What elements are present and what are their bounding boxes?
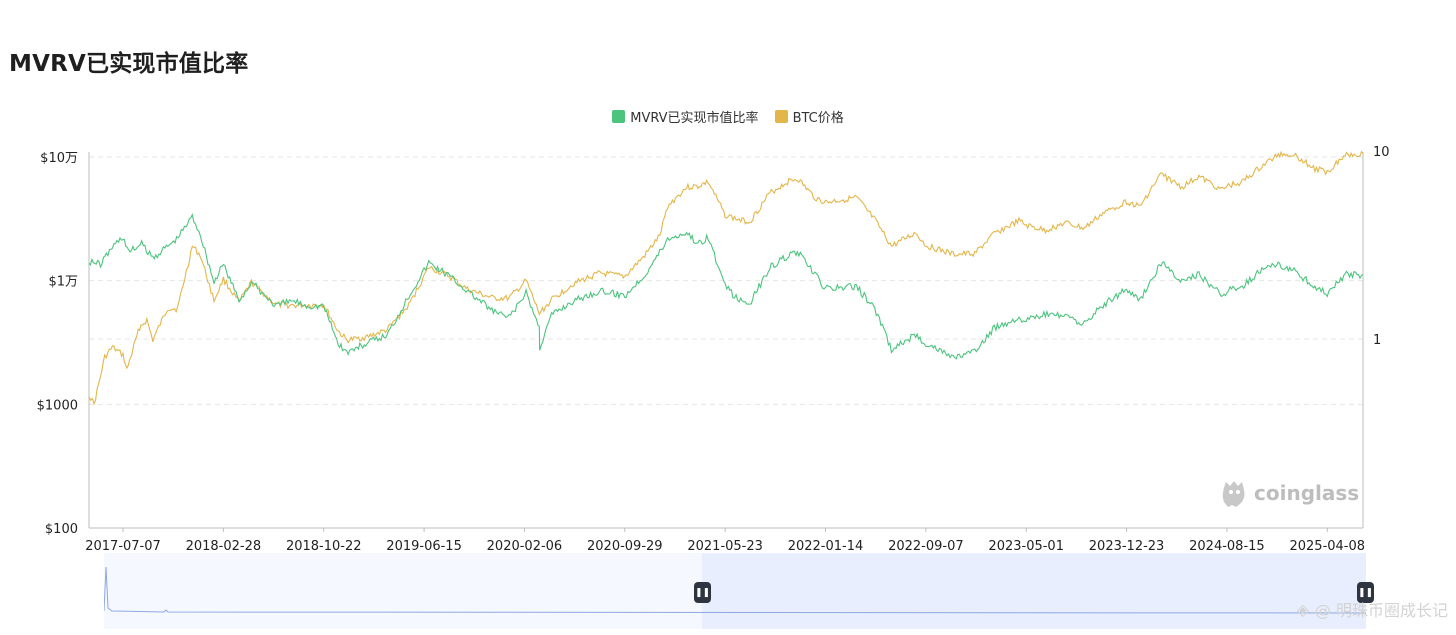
chart-legend: MVRV已实现市值比率 BTC价格 [0,107,1456,126]
watermark-text: coinglass [1254,481,1360,505]
x-tick-label: 2023-12-23 [1089,539,1165,554]
x-tick-label: 2018-10-22 [286,539,362,554]
x-tick-label: 2018-02-28 [186,539,262,554]
legend-swatch-btc-price [774,110,788,123]
x-tick-label: 2024-08-15 [1189,539,1265,554]
x-tick-label: 2019-06-15 [386,539,462,554]
y-left-tick-label: $1000 [37,398,78,413]
page-title: MVRV已实现市值比率 [9,51,249,77]
footer-watermark: ◈ @ 明珠币圈成长记 [1297,597,1448,621]
legend-item-btc-price[interactable]: BTC价格 [774,107,844,126]
x-tick-label: 2020-09-29 [587,539,663,554]
legend-label-mvrv: MVRV已实现市值比率 [630,111,759,126]
range-navigator[interactable]: ❚❚ ❚❚ [104,553,1374,629]
coinglass-logo-icon [1222,481,1245,507]
x-tick-label: 2022-01-14 [788,539,864,554]
x-tick-label: 2023-05-01 [988,539,1064,554]
navigator-preview [104,553,1366,629]
y-right-tick-label: 10 [1373,145,1390,160]
y-left-tick-label: $10万 [40,151,78,166]
coinglass-watermark: coinglass [1220,478,1359,508]
legend-label-btc-price: BTC价格 [792,111,844,126]
y-left-tick-label: $100 [45,522,78,537]
x-tick-label: 2025-04-08 [1289,539,1365,554]
x-tick-label: 2020-02-06 [487,539,563,554]
y-left-tick-label: $1万 [48,275,78,290]
legend-item-mvrv[interactable]: MVRV已实现市值比率 [612,107,759,126]
x-tick-label: 2022-09-07 [888,539,964,554]
series-line-mvrv [88,212,1364,360]
diamond-icon: ◈ [1296,599,1309,619]
x-tick-label: 2017-07-07 [85,539,161,554]
navigator-right-handle[interactable]: ❚❚ [1357,582,1374,603]
navigator-left-handle[interactable]: ❚❚ [694,582,711,603]
x-tick-label: 2021-05-23 [687,539,763,554]
y-right-tick-label: 1 [1373,333,1381,348]
footer-watermark-text: @ 明珠币圈成长记 [1314,601,1448,620]
series-line-btc-price [88,150,1364,406]
legend-swatch-mvrv [612,110,626,123]
navigator-selected-range[interactable] [702,553,1366,629]
